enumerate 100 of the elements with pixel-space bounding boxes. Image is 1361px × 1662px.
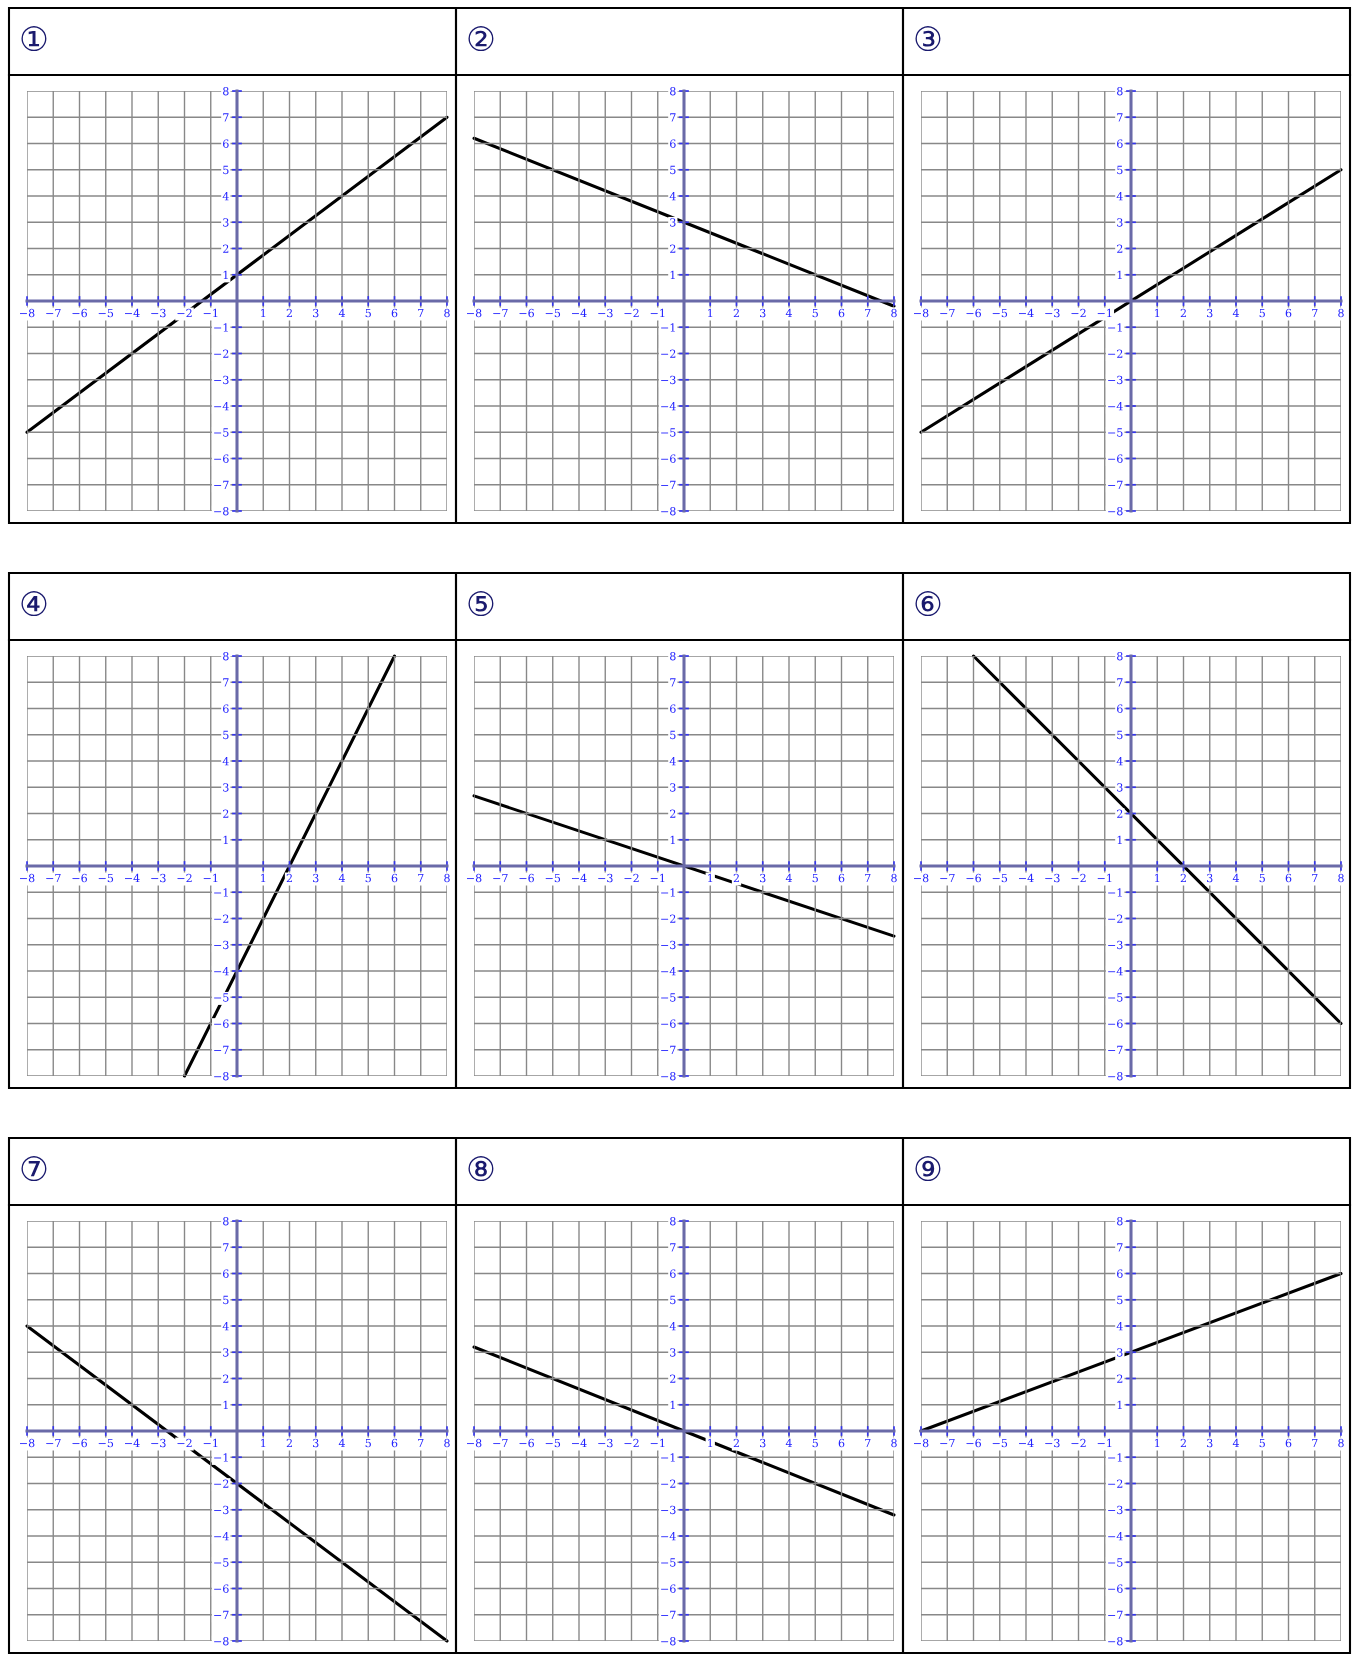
y-tick-label: 4 [669,756,676,766]
y-tick-label: −2 [1108,1479,1123,1488]
x-tick-label: −4 [124,308,140,318]
y-tick-label: 6 [1117,704,1123,713]
x-tick-label: −4 [124,873,140,883]
y-tick-label: 8 [670,1216,676,1226]
x-tick-label: 7 [1312,1438,1318,1448]
x-tick-label: −3 [1045,308,1060,318]
y-tick-label: −8 [661,1636,676,1646]
x-tick-label: 3 [313,308,319,318]
y-tick-label: −8 [214,1071,229,1081]
y-tick-label: −2 [661,1479,676,1488]
x-tick-label: 1 [1155,873,1160,883]
y-tick-label: 8 [223,651,229,661]
y-tick-label: −4 [214,1531,229,1541]
y-tick-label: 8 [1117,1216,1123,1226]
chart-title: ① [21,26,47,52]
y-tick-label: −5 [1108,1558,1123,1567]
y-tick-label: −5 [214,993,229,1002]
y-tick-label: 6 [223,1269,229,1278]
y-tick-label: −5 [214,1558,229,1567]
x-tick-label: −7 [493,308,508,318]
y-tick-label: 3 [670,218,676,227]
x-tick-label: 8 [444,873,450,883]
x-tick-label: −3 [598,873,613,883]
y-tick-label: 1 [670,270,675,279]
x-tick-label: 8 [891,873,897,883]
y-tick-label: −8 [1108,1636,1123,1646]
y-tick-label: 1 [223,1400,228,1409]
x-tick-label: 3 [760,308,766,318]
x-tick-label: −8 [466,873,482,883]
y-tick-label: 6 [670,704,676,713]
y-tick-label: −8 [1108,1071,1123,1081]
x-tick-label: −5 [98,308,114,318]
x-tick-label: 4 [785,1438,792,1448]
x-tick-label: −6 [966,1438,981,1448]
x-tick-label: −3 [598,308,613,318]
x-tick-label: −4 [571,873,587,883]
x-tick-label: −2 [177,873,192,883]
x-tick-label: −1 [1097,873,1112,883]
x-tick-label: 5 [1259,308,1265,318]
x-tick-label: 6 [1285,1438,1292,1448]
y-tick-label: −1 [661,888,675,897]
y-tick-label: −3 [661,940,676,950]
x-tick-label: −6 [72,308,87,318]
y-tick-label: −7 [214,480,229,489]
x-tick-label: 2 [1180,1438,1186,1448]
x-tick-label: 3 [760,1438,766,1448]
y-tick-label: 6 [1117,1269,1123,1278]
x-tick-label: 6 [391,1438,398,1448]
x-tick-label: 4 [1232,1438,1239,1448]
y-tick-label: −8 [1108,506,1123,516]
y-tick-label: −2 [214,1479,229,1488]
y-tick-label: 6 [1117,139,1123,148]
y-tick-label: 7 [1117,678,1123,687]
y-tick-label: −3 [1108,375,1123,385]
chart-title: ⑧ [468,1156,494,1182]
x-tick-label: 1 [708,873,713,883]
x-tick-label: −8 [466,1438,482,1448]
x-tick-label: −1 [203,1438,218,1448]
x-tick-label: −6 [966,873,981,883]
x-tick-label: 7 [1312,873,1318,883]
x-tick-label: 6 [391,308,398,318]
y-tick-label: 5 [670,730,676,740]
y-tick-label: −2 [1108,914,1123,923]
x-tick-label: 7 [865,873,871,883]
y-tick-label: 2 [223,1374,229,1383]
x-tick-label: −5 [545,308,561,318]
y-tick-label: −4 [1108,1531,1123,1541]
x-tick-label: 5 [812,873,818,883]
y-tick-label: −2 [661,349,676,358]
y-tick-label: −7 [1108,1610,1123,1619]
y-tick-label: −3 [661,1505,676,1515]
x-tick-label: −2 [177,1438,192,1448]
y-tick-label: −6 [661,1584,676,1593]
y-tick-label: 4 [1116,1321,1123,1331]
x-tick-label: 4 [785,873,792,883]
x-tick-label: 1 [261,873,266,883]
x-tick-label: −6 [519,873,534,883]
x-tick-label: −5 [98,1438,114,1448]
x-tick-label: 6 [838,1438,845,1448]
x-tick-label: 8 [1338,308,1344,318]
y-tick-label: −5 [661,993,676,1002]
y-tick-label: 8 [670,651,676,661]
y-tick-label: −8 [214,506,229,516]
y-tick-label: 5 [223,730,229,740]
x-tick-label: −4 [1018,308,1034,318]
x-tick-label: −2 [624,873,639,883]
x-tick-label: 1 [261,308,266,318]
y-tick-label: 4 [669,191,676,201]
x-tick-label: −7 [940,873,955,883]
y-tick-label: 8 [1117,86,1123,96]
x-tick-label: 5 [812,1438,818,1448]
y-tick-label: −4 [1108,401,1123,411]
x-tick-label: −3 [598,1438,613,1448]
x-tick-label: 2 [733,873,739,883]
y-tick-label: −2 [214,914,229,923]
x-tick-label: −4 [571,1438,587,1448]
x-tick-label: 7 [1312,308,1318,318]
x-tick-label: 6 [838,308,845,318]
